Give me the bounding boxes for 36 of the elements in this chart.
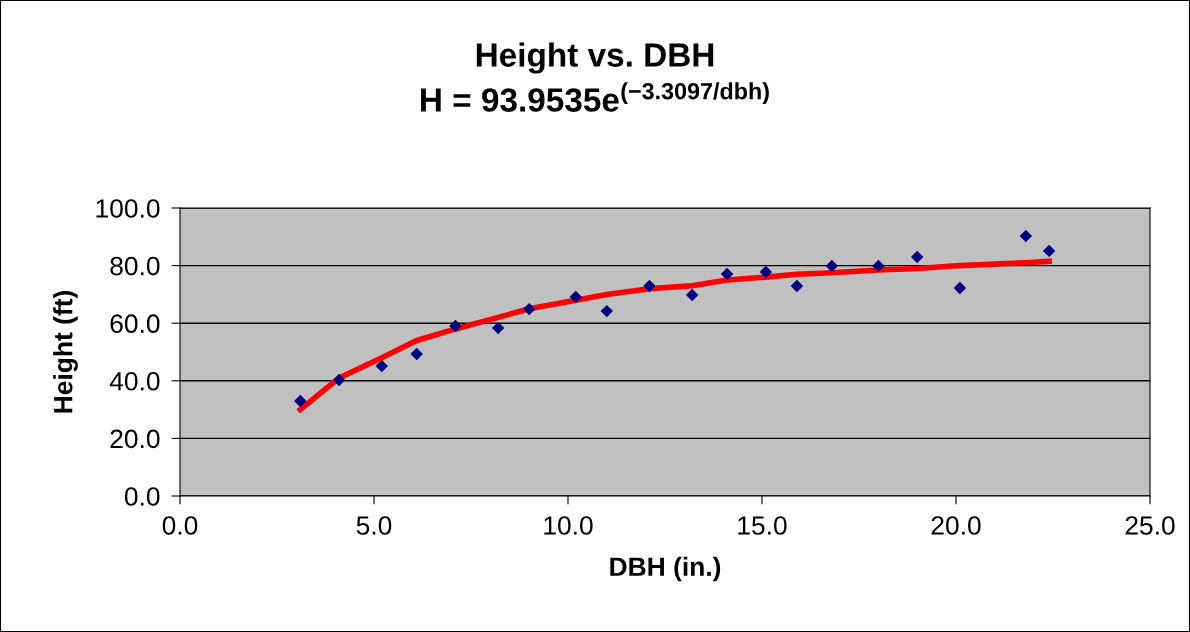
point [600,304,614,318]
x-tick-label: 5.0 [356,516,392,535]
x-tick-label: 0.0 [162,516,198,535]
x-tick-label: 15.0 [738,516,787,535]
x-tick-label: 10.0 [544,516,593,535]
point [759,265,773,279]
point [522,302,536,316]
point [569,290,582,304]
point [375,359,388,373]
chart-subtitle: H = 93.9535e$^{(−3.3097/dbh)}$ [421,82,769,112]
chart-title: Height vs. DBH [476,42,714,74]
y-tick-label: 60.0 [110,314,160,334]
point [643,279,656,293]
point [1019,229,1033,243]
y-tick-label: 0.0 [124,487,160,506]
point [953,281,967,295]
point [910,250,924,264]
point [720,267,734,281]
y-tick-label: 80.0 [110,256,160,276]
x-tick-label: 25.0 [1125,516,1175,535]
point [872,259,885,273]
y-tick-label: 100.0 [96,199,160,218]
y-axis-title: Height (ft) [53,291,78,413]
point [790,279,804,293]
point [449,319,462,333]
point [825,259,839,273]
y-tick-label: 40.0 [109,371,160,391]
x-axis-title: DBH (in.) [610,556,721,582]
point [294,394,307,408]
point [332,373,346,387]
point [1042,244,1056,258]
x-tick-label: 20.0 [931,516,981,535]
point [685,288,699,302]
point [410,347,423,361]
point [491,321,505,335]
y-tick-label: 20.0 [110,429,160,449]
